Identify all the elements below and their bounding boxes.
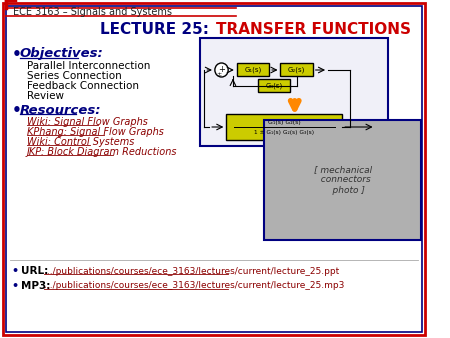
Circle shape: [215, 63, 228, 77]
FancyBboxPatch shape: [258, 79, 290, 92]
Text: •: •: [11, 47, 21, 62]
Text: ECE 3163 – Signals and Systems: ECE 3163 – Signals and Systems: [14, 7, 172, 17]
Text: Series Connection: Series Connection: [27, 71, 122, 81]
Text: Resources:: Resources:: [20, 103, 101, 117]
Text: MP3:: MP3:: [21, 281, 50, 291]
Text: LECTURE 25:: LECTURE 25:: [99, 23, 214, 38]
FancyBboxPatch shape: [226, 114, 342, 140]
Text: Feedback Connection: Feedback Connection: [27, 81, 139, 91]
Text: G₁(s): G₁(s): [244, 66, 261, 73]
FancyBboxPatch shape: [264, 120, 421, 240]
Text: .../publications/courses/ece_3163/lectures/current/lecture_25.ppt: .../publications/courses/ece_3163/lectur…: [44, 266, 339, 275]
Text: URL:: URL:: [21, 266, 48, 276]
Text: •: •: [11, 102, 21, 118]
Text: G₃(s): G₃(s): [265, 82, 283, 89]
FancyBboxPatch shape: [280, 63, 313, 76]
Text: G₁(s) G₂(s): G₁(s) G₂(s): [268, 120, 301, 125]
Text: .../publications/courses/ece_3163/lectures/current/lecture_25.mp3: .../publications/courses/ece_3163/lectur…: [44, 282, 344, 290]
FancyBboxPatch shape: [237, 63, 269, 76]
Text: Parallel Interconnection: Parallel Interconnection: [27, 61, 150, 71]
Text: Review: Review: [27, 91, 63, 101]
FancyBboxPatch shape: [6, 6, 422, 332]
Text: +: +: [218, 65, 225, 73]
Text: Objectives:: Objectives:: [20, 48, 104, 61]
Text: Wiki: Signal Flow Graphs: Wiki: Signal Flow Graphs: [27, 117, 148, 127]
Text: •: •: [11, 266, 18, 276]
Text: 1 ± G₁(s) G₂(s) G₃(s): 1 ± G₁(s) G₂(s) G₃(s): [254, 130, 315, 135]
Text: G₂(s): G₂(s): [288, 66, 305, 73]
Text: Wiki: Control Systems: Wiki: Control Systems: [27, 137, 134, 147]
Text: •: •: [11, 281, 18, 291]
Text: ±: ±: [216, 72, 221, 76]
FancyBboxPatch shape: [200, 38, 388, 146]
Text: [ mechanical
  connectors
    photo ]: [ mechanical connectors photo ]: [314, 165, 372, 195]
FancyBboxPatch shape: [3, 3, 425, 335]
Text: JKP: Block Diagram Reductions: JKP: Block Diagram Reductions: [27, 147, 177, 157]
Text: KPhang: Signal Flow Graphs: KPhang: Signal Flow Graphs: [27, 127, 163, 137]
Text: TRANSFER FUNCTIONS: TRANSFER FUNCTIONS: [216, 23, 411, 38]
